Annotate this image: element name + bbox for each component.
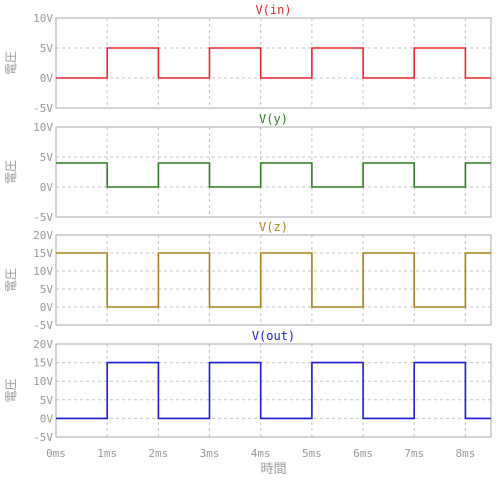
y-tick-label: 20V — [33, 338, 53, 351]
series-title: V(y) — [259, 112, 288, 126]
y-tick-label: 5V — [40, 394, 54, 407]
series-title: V(in) — [255, 3, 291, 17]
y-tick-label: 20V — [33, 229, 53, 242]
y-tick-label: 5V — [40, 151, 54, 164]
y-tick-label: 10V — [33, 121, 53, 134]
x-tick-label: 4ms — [251, 447, 271, 460]
y-tick-label: 15V — [33, 357, 53, 370]
y-tick-label: 5V — [40, 42, 54, 55]
x-tick-label: 1ms — [97, 447, 117, 460]
y-tick-label: -5V — [33, 431, 53, 444]
y-axis-label: 電圧 — [4, 160, 18, 184]
series-title: V(z) — [259, 220, 288, 234]
plot-frame — [55, 126, 492, 218]
series-title: V(out) — [252, 329, 295, 343]
y-tick-label: 10V — [33, 265, 53, 278]
series-line — [56, 252, 491, 308]
x-tick-label: 8ms — [455, 447, 475, 460]
plot-frame — [55, 234, 492, 326]
x-tick-label: 6ms — [353, 447, 373, 460]
x-tick-label: 5ms — [302, 447, 322, 460]
y-tick-label: 10V — [33, 375, 53, 388]
y-axis-label: 電圧 — [4, 51, 18, 75]
y-tick-label: 0V — [40, 72, 54, 85]
y-tick-label: 0V — [40, 412, 54, 425]
y-axis-label: 電圧 — [4, 268, 18, 292]
series-line — [56, 162, 491, 188]
x-tick-label: 7ms — [404, 447, 424, 460]
x-tick-label: 3ms — [200, 447, 220, 460]
series-line — [56, 47, 491, 79]
plot-frame — [55, 17, 492, 109]
plot-frame — [55, 343, 492, 438]
y-tick-label: 5V — [40, 283, 54, 296]
x-axis-label: 時間 — [260, 462, 286, 477]
y-tick-label: -5V — [33, 319, 53, 332]
y-tick-label: -5V — [33, 211, 53, 224]
y-tick-label: 0V — [40, 301, 54, 314]
y-axis-label: 電圧 — [4, 378, 18, 402]
y-tick-label: -5V — [33, 102, 53, 115]
y-tick-label: 0V — [40, 181, 54, 194]
x-tick-label: 2ms — [148, 447, 168, 460]
y-tick-label: 10V — [33, 12, 53, 25]
x-tick-label: 0ms — [46, 447, 66, 460]
y-tick-label: 15V — [33, 247, 53, 260]
series-line — [56, 361, 491, 420]
